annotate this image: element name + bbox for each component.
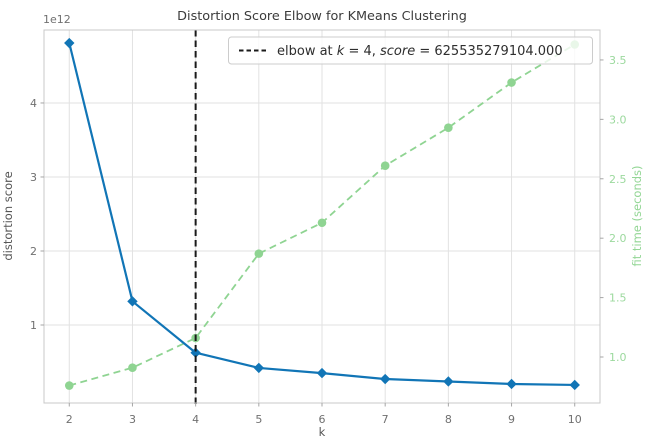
- legend-label: elbow at k = 4, score = 625535279104.000: [277, 44, 563, 59]
- x-tick-label: 10: [568, 413, 582, 426]
- y-left-tick-label: 4: [30, 97, 37, 110]
- legend: elbow at k = 4, score = 625535279104.000: [228, 36, 593, 65]
- fit-time-marker: [128, 363, 137, 373]
- y-right-tick-label: 1.0: [609, 351, 627, 364]
- fit-time-marker: [444, 123, 453, 132]
- fit-time-marker: [317, 218, 327, 228]
- distortion-marker: [190, 347, 201, 358]
- x-tick-label: 4: [192, 413, 199, 426]
- x-tick-label: 3: [129, 413, 136, 426]
- fit-time-marker: [254, 249, 264, 258]
- y-right-tick-label: 2.5: [609, 173, 627, 186]
- distortion-marker: [253, 362, 265, 374]
- x-tick-label: 8: [445, 413, 452, 426]
- chart-title: Distortion Score Elbow for KMeans Cluste…: [177, 9, 467, 24]
- legend-box: [228, 36, 593, 65]
- distortion-marker: [127, 296, 138, 307]
- distortion-marker: [506, 378, 517, 390]
- distortion-marker: [443, 376, 454, 387]
- x-tick-label: 7: [382, 413, 389, 426]
- y-right-tick-label: 1.5: [609, 292, 627, 305]
- x-axis-label: k: [319, 425, 326, 439]
- y-right-tick-label: 2.0: [609, 232, 627, 245]
- fit-time-marker: [507, 78, 516, 87]
- y-axis-right-label: fit time (seconds): [630, 165, 644, 266]
- distortion-marker: [569, 379, 580, 391]
- fit-time-marker: [64, 381, 74, 390]
- y-axis-offset-label: 1e12: [43, 13, 71, 26]
- y-right-tick-label: 3.0: [609, 113, 627, 126]
- series-layer: [64, 30, 580, 407]
- y-right-tick-label: 3.5: [609, 54, 627, 67]
- fit-time-marker: [380, 161, 390, 171]
- x-tick-label: 2: [66, 413, 73, 426]
- x-tick-label: 6: [319, 413, 326, 426]
- grid-layer: [44, 30, 600, 403]
- y-left-tick-label: 2: [30, 245, 37, 258]
- x-tick-label: 9: [508, 413, 515, 426]
- axes-layer: 2 3 4 5 6 7 8 9 10 1 2 3 4 1.0 1.5 2.0 2.5 3.0 3.5: [30, 29, 627, 426]
- distortion-marker: [316, 367, 328, 379]
- distortion-marker: [379, 373, 391, 385]
- y-axis-left-label: distortion score: [1, 171, 15, 260]
- y-left-tick-label: 3: [30, 171, 37, 184]
- distortion-marker: [64, 37, 75, 49]
- x-tick-label: 5: [255, 413, 262, 426]
- y-left-tick-label: 1: [30, 319, 37, 332]
